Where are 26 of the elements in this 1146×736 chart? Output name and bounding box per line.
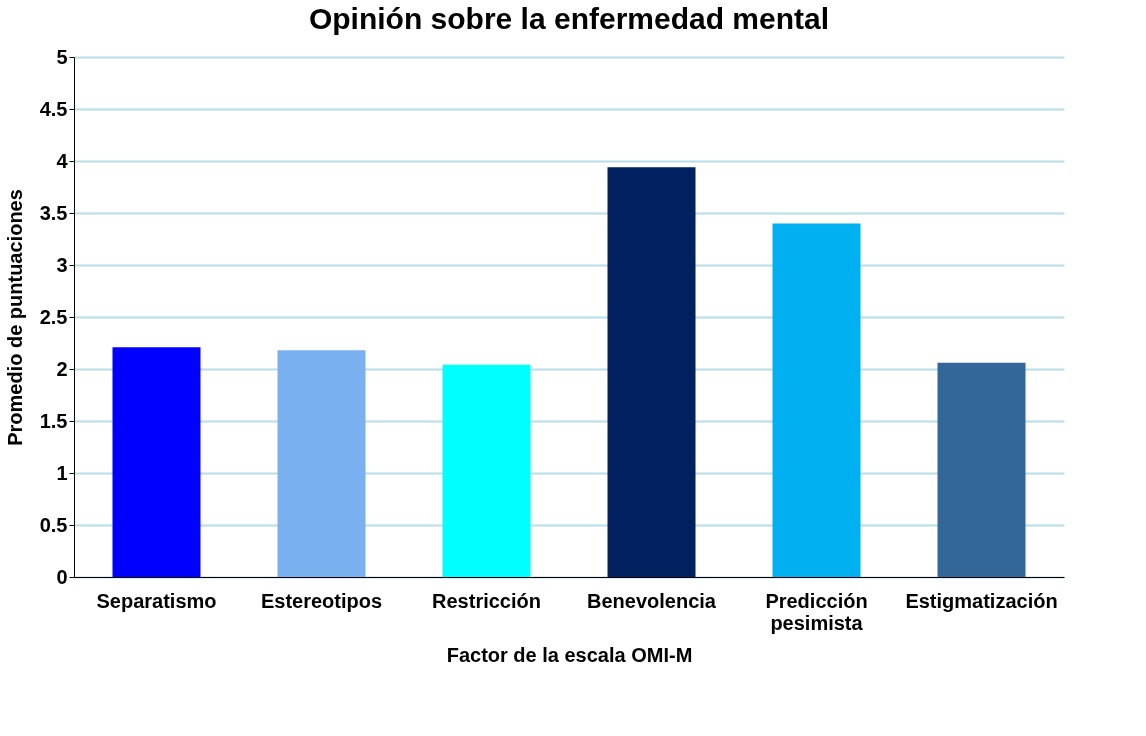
y-tick-label: 4.5 <box>39 97 68 120</box>
y-tick-label: 5 <box>56 45 68 68</box>
x-tick-label: Restricción <box>432 589 541 612</box>
x-tick-label: Estereotipos <box>260 589 383 612</box>
chart-title: Opinión sobre la enfermedad mental <box>308 2 830 35</box>
bar <box>442 364 531 577</box>
y-tick-label: 2.5 <box>39 305 68 328</box>
y-tick-label: 3 <box>56 253 68 276</box>
y-tick-label: 1.5 <box>39 409 68 432</box>
y-tick-label: 2 <box>56 357 68 380</box>
x-tick-label: Estigmatización <box>905 589 1058 612</box>
y-tick-label: 0.5 <box>39 513 68 536</box>
bar <box>112 347 201 577</box>
bar <box>937 362 1026 577</box>
y-tick-label: 1 <box>56 461 68 484</box>
bar <box>772 223 861 577</box>
x-tick-label: Benevolencia <box>587 589 717 612</box>
bar <box>607 167 696 577</box>
y-tick-label: 0 <box>56 565 68 588</box>
y-tick-label: 3.5 <box>39 201 68 224</box>
y-axis-title: Promedio de puntuaciones <box>3 189 26 446</box>
x-tick-label: Predicción pesimista <box>765 589 868 634</box>
x-axis-title: Factor de la escala OMI-M <box>446 643 693 666</box>
y-tick-label: 4 <box>56 149 69 172</box>
bar <box>277 350 366 577</box>
x-tick-label: Separatismo <box>96 589 217 612</box>
